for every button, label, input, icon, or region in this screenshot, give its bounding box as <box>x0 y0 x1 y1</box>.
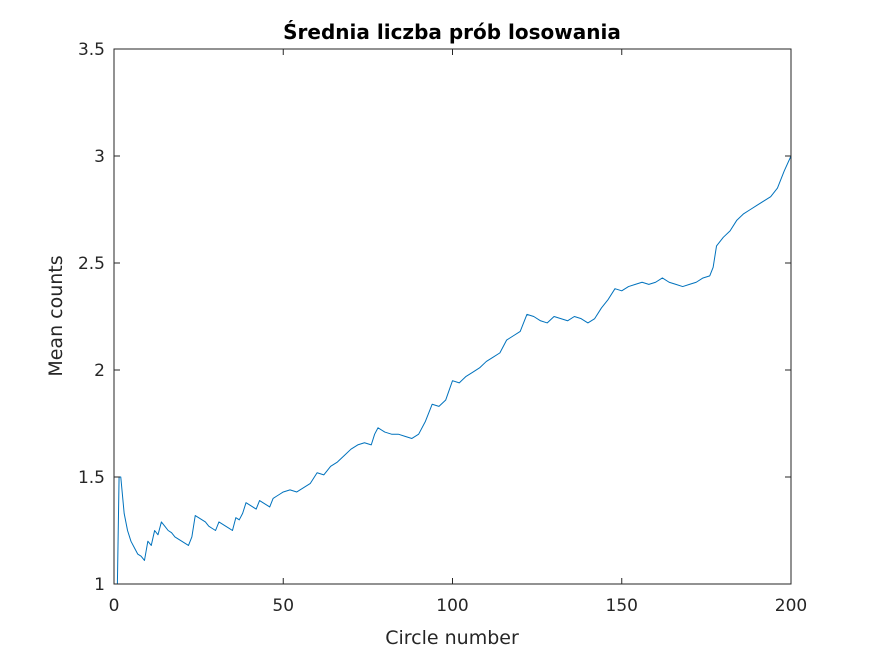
x-tick-label: 200 <box>775 596 807 616</box>
y-tick-label: 1 <box>94 575 105 595</box>
x-tick-label: 150 <box>606 596 638 616</box>
x-axis-label: Circle number <box>385 627 519 649</box>
y-tick-label: 2.5 <box>78 254 105 274</box>
y-tick-label: 2 <box>94 361 105 381</box>
chart-title: Średnia liczba prób losowania <box>283 20 621 44</box>
plot-area <box>114 49 791 584</box>
y-tick-label: 1.5 <box>78 468 105 488</box>
y-axis-label: Mean counts <box>45 255 67 376</box>
y-tick-label: 3 <box>94 147 105 167</box>
x-tick-label: 0 <box>109 596 120 616</box>
y-ticks: 1 1.5 2 2.5 3 3.5 <box>78 40 791 595</box>
x-tick-label: 50 <box>272 596 294 616</box>
x-ticks: 0 50 100 150 200 <box>109 49 807 616</box>
data-layer <box>116 155 792 585</box>
y-tick-label: 3.5 <box>78 40 105 60</box>
series-line <box>116 155 792 585</box>
x-tick-label: 100 <box>436 596 468 616</box>
